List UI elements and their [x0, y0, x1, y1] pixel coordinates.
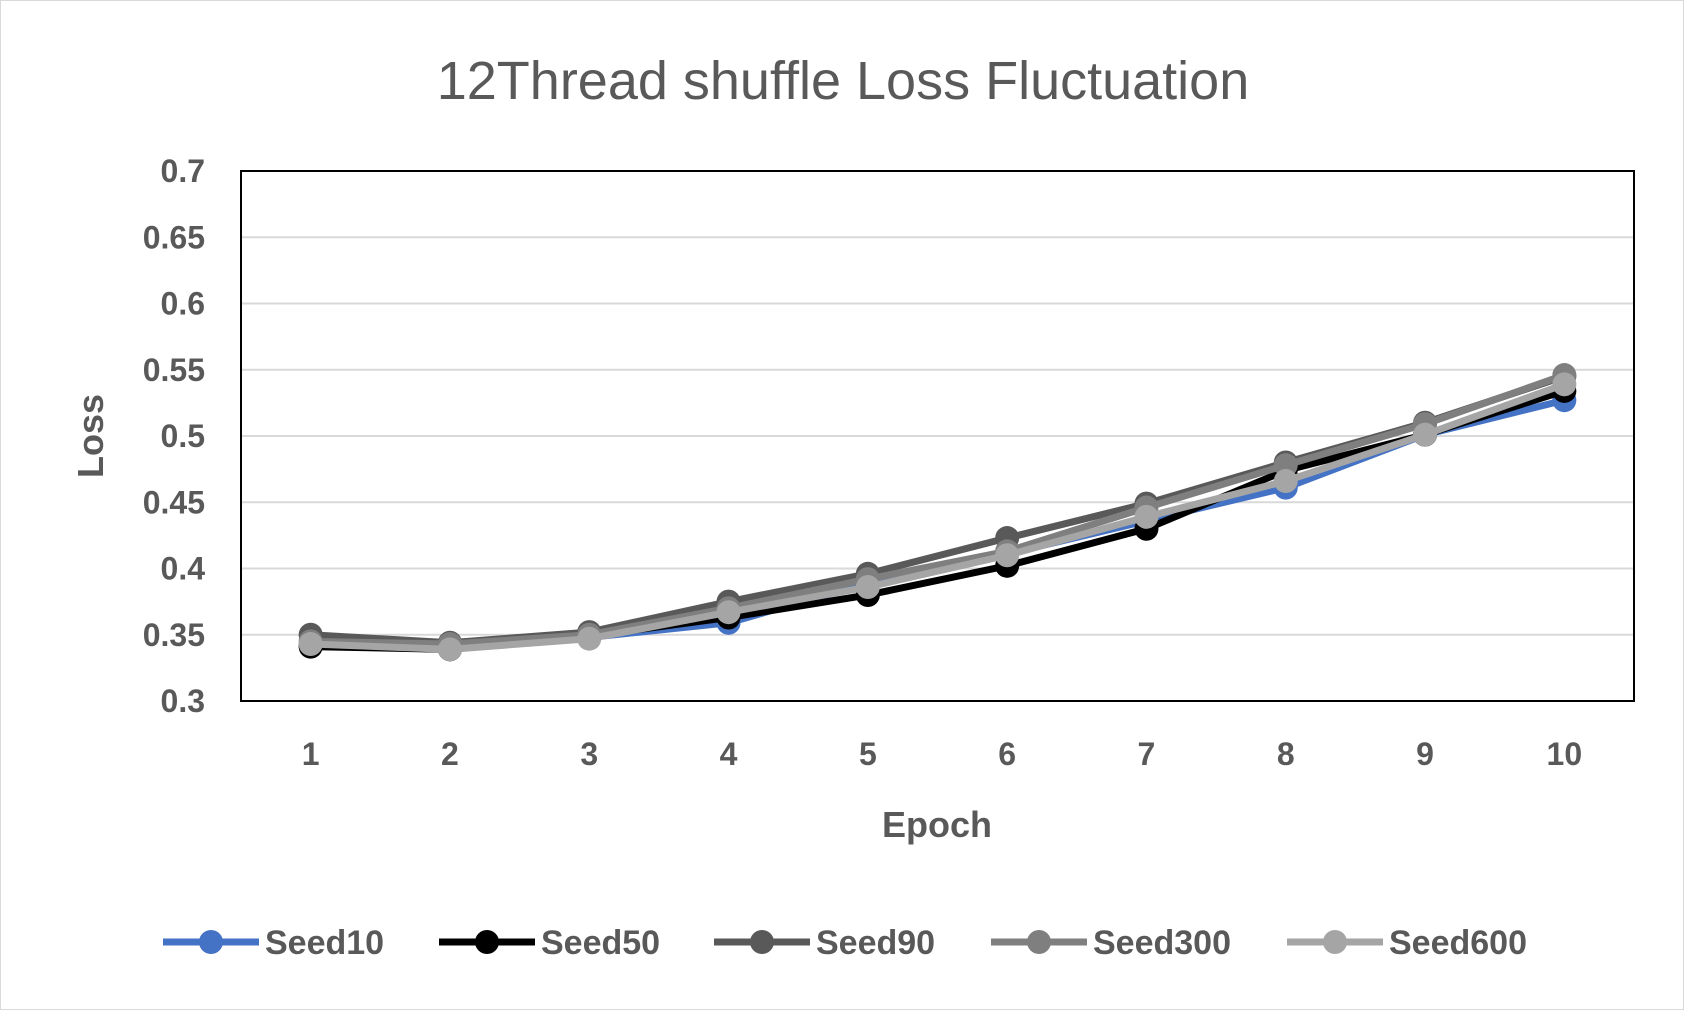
legend-label: Seed50 — [541, 924, 660, 962]
series-line — [310, 387, 1566, 653]
series-line — [310, 381, 1566, 653]
x-tick-label: 4 — [720, 736, 738, 772]
series-seed600 — [298, 372, 1577, 662]
data-point — [577, 626, 602, 651]
y-axis-title: Loss — [70, 394, 111, 478]
legend-swatch-marker — [750, 930, 774, 954]
data-point — [855, 575, 880, 600]
plot-area — [240, 170, 1635, 702]
y-tick-label: 0.6 — [161, 286, 205, 322]
y-tick-label: 0.5 — [161, 418, 205, 454]
legend-label: Seed90 — [816, 924, 935, 962]
x-axis-ticks: 1 2 3 4 5 6 7 8 9 10 — [302, 736, 1582, 772]
x-tick-label: 3 — [580, 736, 598, 772]
y-tick-label: 0.65 — [143, 219, 205, 255]
series-line — [310, 373, 1566, 647]
series-seed50 — [298, 378, 1577, 662]
chart-title: 12Thread shuffle Loss Fluctuation — [437, 51, 1250, 111]
y-tick-label: 0.35 — [143, 617, 205, 653]
x-axis-title: Epoch — [882, 804, 992, 845]
legend-swatch-marker — [475, 930, 499, 954]
legend-label: Seed10 — [265, 924, 384, 962]
data-point — [1134, 504, 1159, 529]
series-layer — [298, 363, 1577, 662]
data-point — [1413, 422, 1438, 447]
x-tick-label: 9 — [1416, 736, 1434, 772]
series-line — [310, 371, 1566, 648]
legend-item-seed50: Seed50 — [439, 924, 660, 962]
y-axis-ticks: 0.3 0.35 0.4 0.45 0.5 0.55 0.6 0.65 0.7 — [143, 153, 205, 719]
legend-item-seed10: Seed10 — [163, 924, 384, 962]
legend-item-seed90: Seed90 — [714, 924, 935, 962]
legend-item-seed300: Seed300 — [991, 924, 1231, 962]
data-point — [298, 632, 323, 657]
data-point — [1273, 469, 1298, 494]
legend-swatch-marker — [199, 930, 223, 954]
gridlines — [241, 236, 1634, 636]
data-point — [1552, 372, 1577, 397]
series-seed300 — [298, 363, 1577, 657]
series-seed10 — [298, 388, 1577, 662]
y-tick-label: 0.7 — [161, 153, 205, 189]
y-tick-label: 0.55 — [143, 352, 205, 388]
x-tick-label: 7 — [1138, 736, 1156, 772]
legend: Seed10 Seed50 Seed90 Seed300 Seed600 — [163, 924, 1527, 962]
y-tick-label: 0.3 — [161, 683, 205, 719]
y-tick-label: 0.45 — [143, 484, 205, 520]
legend-swatch-marker — [1027, 930, 1051, 954]
x-tick-label: 10 — [1547, 736, 1583, 772]
legend-label: Seed300 — [1093, 924, 1231, 962]
x-tick-label: 8 — [1277, 736, 1295, 772]
legend-label: Seed600 — [1389, 924, 1527, 962]
data-point — [437, 637, 462, 662]
y-tick-label: 0.4 — [161, 551, 206, 587]
legend-swatch-marker — [1323, 930, 1347, 954]
data-point — [716, 600, 741, 625]
x-tick-label: 6 — [998, 736, 1016, 772]
data-point — [995, 543, 1020, 568]
x-tick-label: 2 — [441, 736, 459, 772]
x-tick-label: 5 — [859, 736, 877, 772]
x-tick-label: 1 — [302, 736, 320, 772]
series-seed90 — [298, 364, 1577, 655]
legend-item-seed600: Seed600 — [1287, 924, 1527, 962]
